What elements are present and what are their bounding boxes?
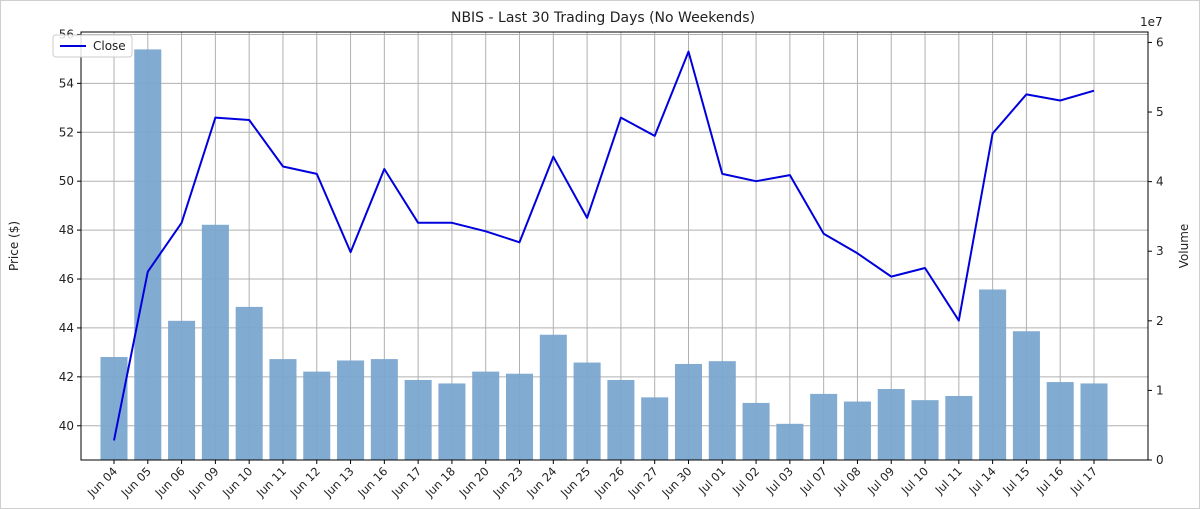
volume-bar	[1046, 382, 1074, 460]
y-tick-label: 42	[59, 370, 74, 384]
y-tick-label: 46	[59, 272, 74, 286]
volume-bar	[674, 363, 702, 460]
y2-tick-label: 4	[1156, 175, 1164, 189]
y2-tick-label: 1	[1156, 383, 1164, 397]
volume-bar	[337, 360, 365, 460]
y-tick-label: 48	[59, 223, 74, 237]
volume-bar	[607, 379, 635, 460]
volume-bar	[303, 371, 331, 460]
legend: Close	[52, 34, 133, 58]
y2-axis-multiplier: 1e7	[1140, 15, 1163, 29]
volume-bar	[810, 393, 838, 460]
volume-bar	[877, 389, 905, 460]
volume-bar	[708, 361, 736, 460]
volume-bar	[742, 402, 770, 460]
y-tick-label: 54	[59, 76, 74, 90]
close-price-line	[113, 50, 1095, 441]
legend-close-label: Close	[93, 39, 126, 53]
volume-bar	[404, 379, 432, 460]
volume-bar	[506, 373, 534, 460]
y-tick-label: 52	[59, 125, 74, 139]
volume-bar	[1080, 383, 1108, 460]
y2-tick-label: 0	[1156, 453, 1164, 467]
y2-tick-label: 5	[1156, 105, 1164, 119]
volume-bar	[100, 357, 128, 460]
volume-bar	[472, 371, 500, 460]
y2-tick-label: 2	[1156, 314, 1164, 328]
close-line-layer	[113, 50, 1095, 441]
volume-bar	[1012, 331, 1040, 460]
volume-bar	[641, 397, 669, 460]
y2-tick-label: 3	[1156, 244, 1164, 258]
volume-bar	[168, 320, 196, 460]
y2-axis-label: Volume	[1177, 224, 1191, 269]
chart-title: NBIS - Last 30 Trading Days (No Weekends…	[451, 10, 755, 26]
volume-bar	[438, 383, 466, 460]
volume-bar	[269, 359, 297, 460]
volume-bars	[100, 49, 1108, 460]
volume-bar	[201, 224, 229, 460]
volume-bar	[911, 400, 939, 460]
y-tick-label: 50	[59, 174, 74, 188]
y-tick-label: 40	[59, 419, 74, 433]
volume-bar	[945, 395, 973, 460]
volume-bar	[370, 359, 398, 460]
volume-bar	[843, 401, 871, 460]
volume-bar	[776, 423, 804, 460]
volume-bar	[979, 289, 1007, 460]
volume-bar	[235, 306, 263, 460]
volume-bar	[539, 334, 567, 460]
y2-tick-label: 6	[1156, 35, 1164, 49]
y-tick-label: 44	[59, 321, 74, 335]
plot-area-border	[80, 31, 1149, 461]
legend-box	[52, 34, 133, 58]
y-axis-label: Price ($)	[7, 221, 21, 271]
volume-bar	[134, 49, 162, 460]
volume-bar	[573, 362, 601, 460]
